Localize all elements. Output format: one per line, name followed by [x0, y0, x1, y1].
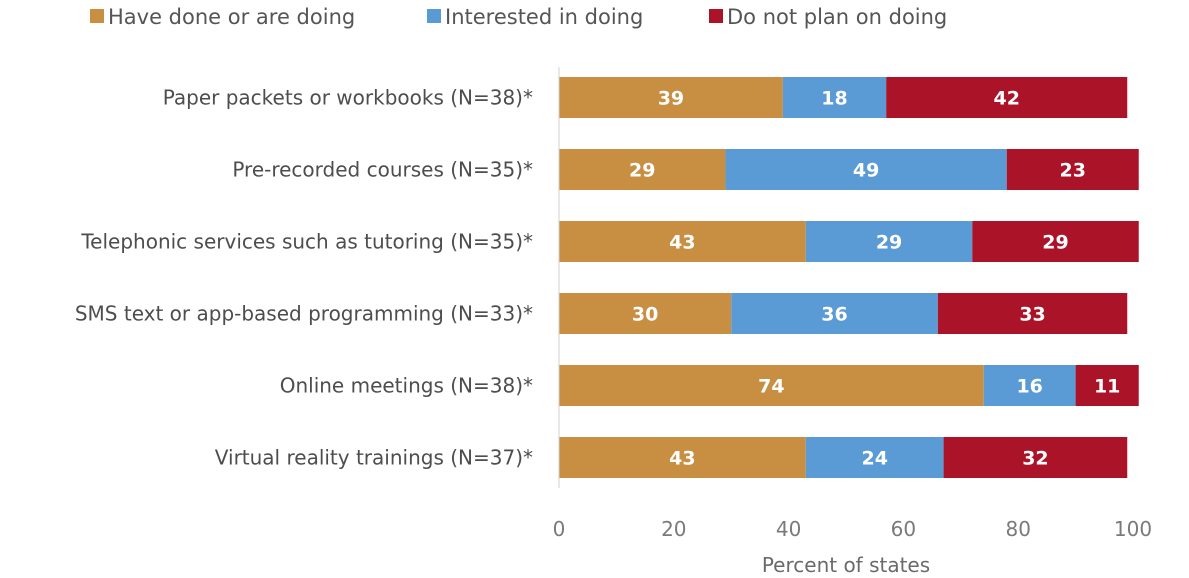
data-label: 11: [1094, 376, 1120, 398]
x-tick-label: 80: [1005, 517, 1030, 541]
x-axis-title: Percent of states: [762, 553, 930, 577]
data-label: 49: [853, 160, 879, 182]
data-label: 36: [821, 304, 847, 326]
data-label: 23: [1060, 160, 1086, 182]
x-tick-label: 100: [1114, 517, 1152, 541]
bars: 39 18 42 29 49 23 43 29 29 30 36 33 74 16 11 43 24 32: [559, 77, 1139, 478]
bar-segment: [886, 77, 1128, 118]
bar-segment: [937, 293, 1128, 334]
data-label: 74: [758, 376, 784, 398]
x-axis-ticks: 0 20 40 60 80 100: [553, 517, 1152, 541]
bar-segment: [983, 365, 1076, 406]
bar-segment: [972, 221, 1139, 262]
x-tick-label: 20: [661, 517, 686, 541]
bar-segment: [725, 149, 1007, 190]
bar-segment: [943, 437, 1128, 478]
bar-segment: [805, 437, 944, 478]
category-label: SMS text or app-based programming (N=33)…: [75, 302, 533, 326]
bar-segment: [559, 437, 806, 478]
category-labels: Paper packets or workbooks (N=38)* Pre-re…: [75, 86, 533, 470]
legend-label-1: Have done or are doing: [108, 5, 355, 29]
x-tick-label: 0: [553, 517, 566, 541]
bar-segment: [805, 221, 973, 262]
legend-label-2: Interested in doing: [445, 5, 643, 29]
data-label: 29: [876, 232, 902, 254]
x-tick-label: 40: [776, 517, 801, 541]
legend-swatch-3: [709, 9, 723, 23]
data-label: 18: [821, 88, 847, 110]
data-label: 42: [993, 88, 1019, 110]
category-label: Online meetings (N=38)*: [280, 374, 533, 398]
category-label: Paper packets or workbooks (N=38)*: [163, 86, 533, 110]
category-label: Virtual reality trainings (N=37)*: [215, 446, 533, 470]
bar-segment: [559, 149, 726, 190]
category-label: Pre-recorded courses (N=35)*: [232, 158, 533, 182]
data-label: 29: [1042, 232, 1068, 254]
bar-segment: [1006, 149, 1139, 190]
bar-segment: [1075, 365, 1139, 406]
legend: Have done or are doing Interested in doin…: [90, 5, 947, 29]
data-label: 29: [629, 160, 655, 182]
data-label: 30: [632, 304, 658, 326]
x-tick-label: 60: [891, 517, 916, 541]
bar-segment: [559, 365, 984, 406]
bar-segment: [559, 293, 732, 334]
bar-segment: [559, 221, 806, 262]
legend-swatch-2: [427, 9, 441, 23]
bar-segment: [731, 293, 938, 334]
data-label: 16: [1016, 376, 1042, 398]
data-label: 43: [669, 232, 695, 254]
category-label: Telephonic services such as tutoring (N=…: [80, 230, 533, 254]
bar-segment: [559, 77, 783, 118]
data-label: 39: [658, 88, 684, 110]
data-label: 43: [669, 448, 695, 470]
data-label: 32: [1022, 448, 1048, 470]
legend-label-3: Do not plan on doing: [727, 5, 947, 29]
data-label: 24: [861, 448, 887, 470]
legend-swatch-1: [90, 9, 104, 23]
bar-segment: [782, 77, 887, 118]
data-label: 33: [1019, 304, 1045, 326]
